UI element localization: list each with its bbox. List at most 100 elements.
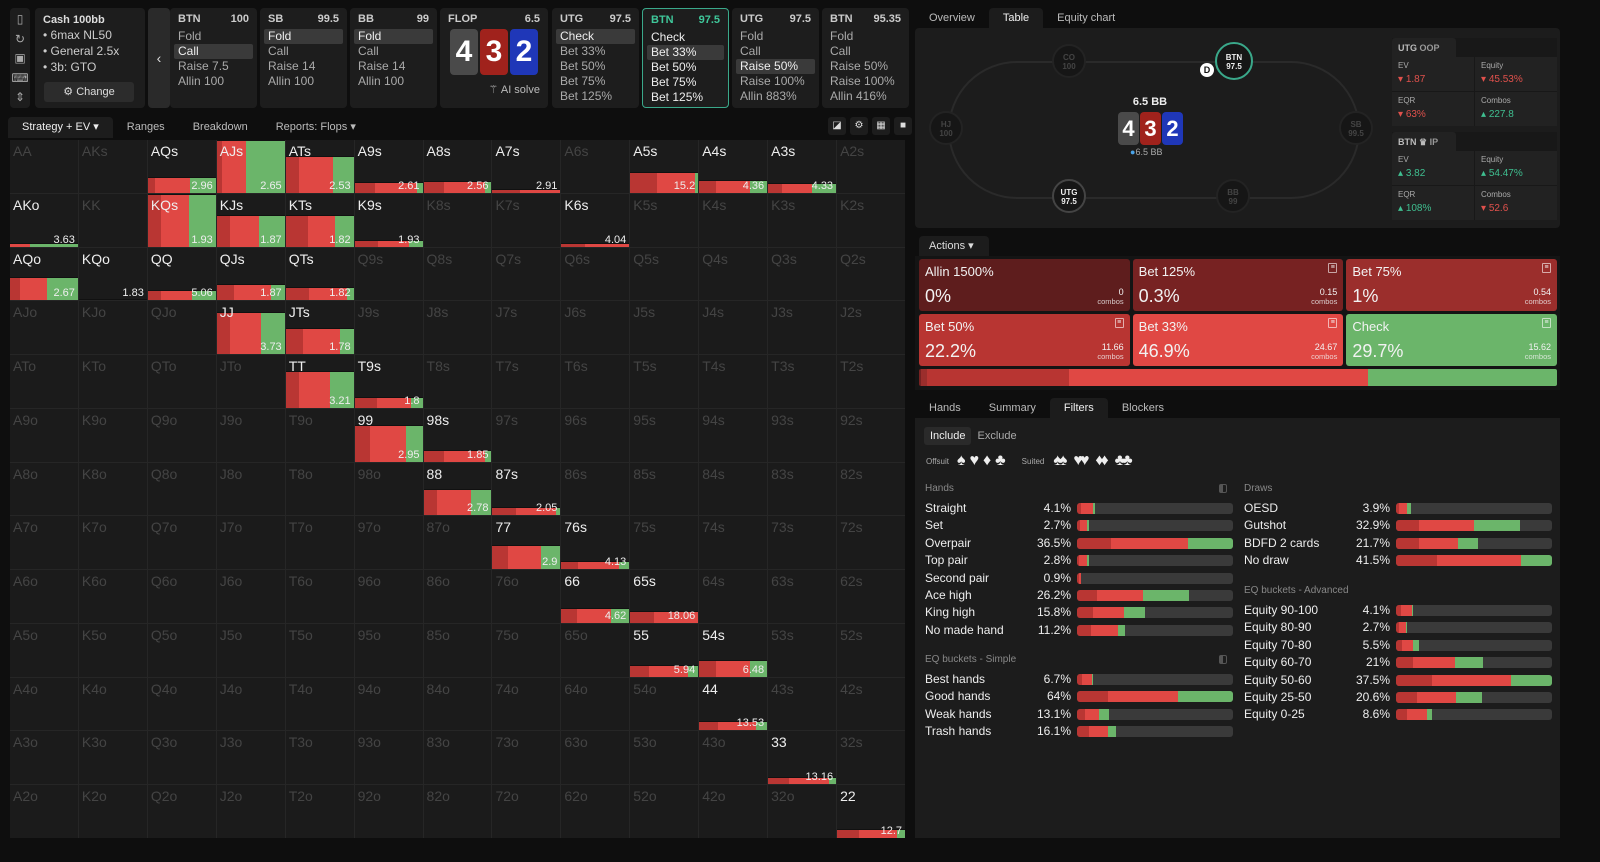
filter-row[interactable]: Set 2.7% [925, 517, 1233, 534]
hand-cell[interactable]: 72o [492, 785, 561, 838]
hand-cell[interactable]: T2o [285, 785, 354, 838]
action-option[interactable]: Bet 50% [560, 59, 606, 73]
hand-cell[interactable]: 32s [837, 731, 905, 785]
hand-cell[interactable]: K6s 4.04 [561, 193, 630, 247]
hand-cell[interactable]: 94s [699, 408, 768, 462]
action-option[interactable]: Call [740, 44, 761, 58]
filter-row[interactable]: Ace high 26.2% [925, 587, 1233, 604]
square-icon[interactable]: ■ [894, 117, 912, 135]
hand-cell[interactable]: Q7s [492, 247, 561, 301]
hand-cell[interactable]: T7s [492, 355, 561, 408]
hand-cell[interactable]: 87o [423, 516, 492, 570]
save-icon[interactable]: ▣ [14, 51, 26, 65]
action-option[interactable]: Fold [264, 29, 343, 44]
hand-cell[interactable]: J6o [216, 570, 285, 623]
hand-cell[interactable]: 53s [768, 623, 837, 677]
actions-dropdown[interactable]: Actions ▾ [919, 236, 989, 256]
hand-cell[interactable]: 88 2.78 [423, 462, 492, 516]
exclude-button[interactable]: Exclude [977, 430, 1017, 442]
note-icon[interactable]: ≡ [1542, 263, 1551, 273]
hand-cell[interactable]: AA [10, 140, 78, 193]
hand-cell[interactable]: Q8s [423, 247, 492, 301]
filter-row[interactable]: Gutshot 32.9% [1244, 517, 1552, 534]
hand-cell[interactable]: 92s [837, 408, 905, 462]
suited-heart-icon[interactable]: ♥♥ [1073, 452, 1089, 469]
hand-cell[interactable]: J8o [216, 462, 285, 516]
hand-cell[interactable]: 73s [768, 516, 837, 570]
filter-row[interactable]: OESD 3.9% [1244, 500, 1552, 517]
action-card[interactable]: Bet 75% 1% 0.54 combos ≡ [1346, 259, 1557, 311]
hand-cell[interactable]: K3o [78, 731, 147, 785]
hand-cell[interactable]: A9o [10, 408, 78, 462]
tab-hands[interactable]: Hands [929, 402, 961, 414]
hand-cell[interactable]: 98o [354, 462, 423, 516]
action-option[interactable]: Raise 7.5 [178, 59, 229, 73]
hand-cell[interactable]: A8o [10, 462, 78, 516]
hand-cell[interactable]: 66 4.62 [561, 570, 630, 623]
filter-row[interactable]: Second pair 0.9% [925, 570, 1233, 587]
hand-cell[interactable]: 33 13.16 [768, 731, 837, 785]
ai-solve-button[interactable]: ⚚ AI solve [444, 83, 544, 96]
hand-cell[interactable]: Q9o [147, 408, 216, 462]
hand-cell[interactable]: T6o [285, 570, 354, 623]
club-icon[interactable]: ♣ [995, 452, 1006, 469]
hand-cell[interactable]: A4o [10, 677, 78, 731]
hand-cell[interactable]: K3s [768, 193, 837, 247]
hand-cell[interactable]: 82o [423, 785, 492, 838]
filter-row[interactable]: No draw 41.5% [1244, 552, 1552, 569]
hand-cell[interactable]: 74s [699, 516, 768, 570]
seat-utg[interactable]: UTG 97.5 [1052, 179, 1086, 213]
nav-card-sb[interactable]: SB 99.5 Fold Call Raise 14 Allin 100 [260, 8, 347, 108]
hand-cell[interactable]: 97s [492, 408, 561, 462]
hand-cell[interactable]: Q3s [768, 247, 837, 301]
change-button[interactable]: ⚙ Change [44, 82, 134, 102]
hand-cell[interactable]: J7o [216, 516, 285, 570]
hand-cell[interactable]: 75s [630, 516, 699, 570]
hand-cell[interactable]: QJs 1.87 [216, 247, 285, 301]
nav-card-btn[interactable]: BTN 97.5 Check Bet 33% Bet 50% Bet 75% Bet 125… [642, 8, 729, 108]
hand-cell[interactable]: J6s [561, 301, 630, 355]
action-option[interactable]: Raise 14 [358, 59, 406, 73]
hand-cell[interactable]: T8o [285, 462, 354, 516]
hand-cell[interactable]: QQ 5.06 [147, 247, 216, 301]
nav-card-utg[interactable]: UTG 97.5 Check Bet 33% Bet 50% Bet 75% Bet 125… [552, 8, 639, 108]
hand-cell[interactable]: T8s [423, 355, 492, 408]
filter-row[interactable]: Equity 70-80 5.5% [1244, 637, 1552, 654]
hand-cell[interactable]: 65o [561, 623, 630, 677]
hand-cell[interactable]: KQo 1.83 [78, 247, 147, 301]
tab-equity-chart[interactable]: Equity chart [1057, 12, 1116, 24]
nav-card-bb[interactable]: BB 99 Fold Call Raise 14 Allin 100 [350, 8, 437, 108]
tab-table[interactable]: Table [988, 8, 1044, 28]
hand-cell[interactable]: 83s [768, 462, 837, 516]
tab-overview[interactable]: Overview [929, 12, 975, 24]
hand-cell[interactable]: AKs [78, 140, 147, 193]
hand-cell[interactable]: AKo 3.63 [10, 193, 78, 247]
hand-cell[interactable]: Q5s [630, 247, 699, 301]
hand-cell[interactable]: A6s [561, 140, 630, 193]
action-option[interactable]: Call [174, 44, 253, 59]
hand-cell[interactable]: Q8o [147, 462, 216, 516]
hand-cell[interactable]: Q6s [561, 247, 630, 301]
hand-cell[interactable]: 87s 2.05 [492, 462, 561, 516]
filter-row[interactable]: No made hand 11.2% [925, 622, 1233, 639]
note-icon[interactable]: ≡ [1328, 318, 1338, 328]
spade-icon[interactable]: ♠ [956, 452, 966, 469]
suited-spade-icon[interactable]: ♠♠ [1053, 452, 1067, 469]
hand-cell[interactable]: J5o [216, 623, 285, 677]
hand-cell[interactable]: 93s [768, 408, 837, 462]
note-icon[interactable]: ≡ [1328, 263, 1338, 273]
gamepad-icon[interactable]: ⌨ [11, 70, 29, 85]
nav-card-btn[interactable]: BTN 100 Fold Call Raise 7.5 Allin 100 [170, 8, 257, 108]
action-option[interactable]: Fold [178, 29, 202, 43]
action-card[interactable]: Bet 50% 22.2% 11.66 combos ≡ [919, 314, 1130, 366]
filter-row[interactable]: Equity 0-25 8.6% [1244, 706, 1552, 723]
hand-cell[interactable]: 99 2.95 [354, 408, 423, 462]
hand-cell[interactable]: 63o [561, 731, 630, 785]
hand-cell[interactable]: 63s [768, 570, 837, 623]
hand-cell[interactable]: K6o [78, 570, 147, 623]
hand-cell[interactable]: J4o [216, 677, 285, 731]
hand-cell[interactable]: K4o [78, 677, 147, 731]
filter-row[interactable]: Equity 90-100 4.1% [1244, 602, 1552, 619]
action-option[interactable]: Check [556, 29, 635, 44]
hand-cell[interactable]: ATo [10, 355, 78, 408]
